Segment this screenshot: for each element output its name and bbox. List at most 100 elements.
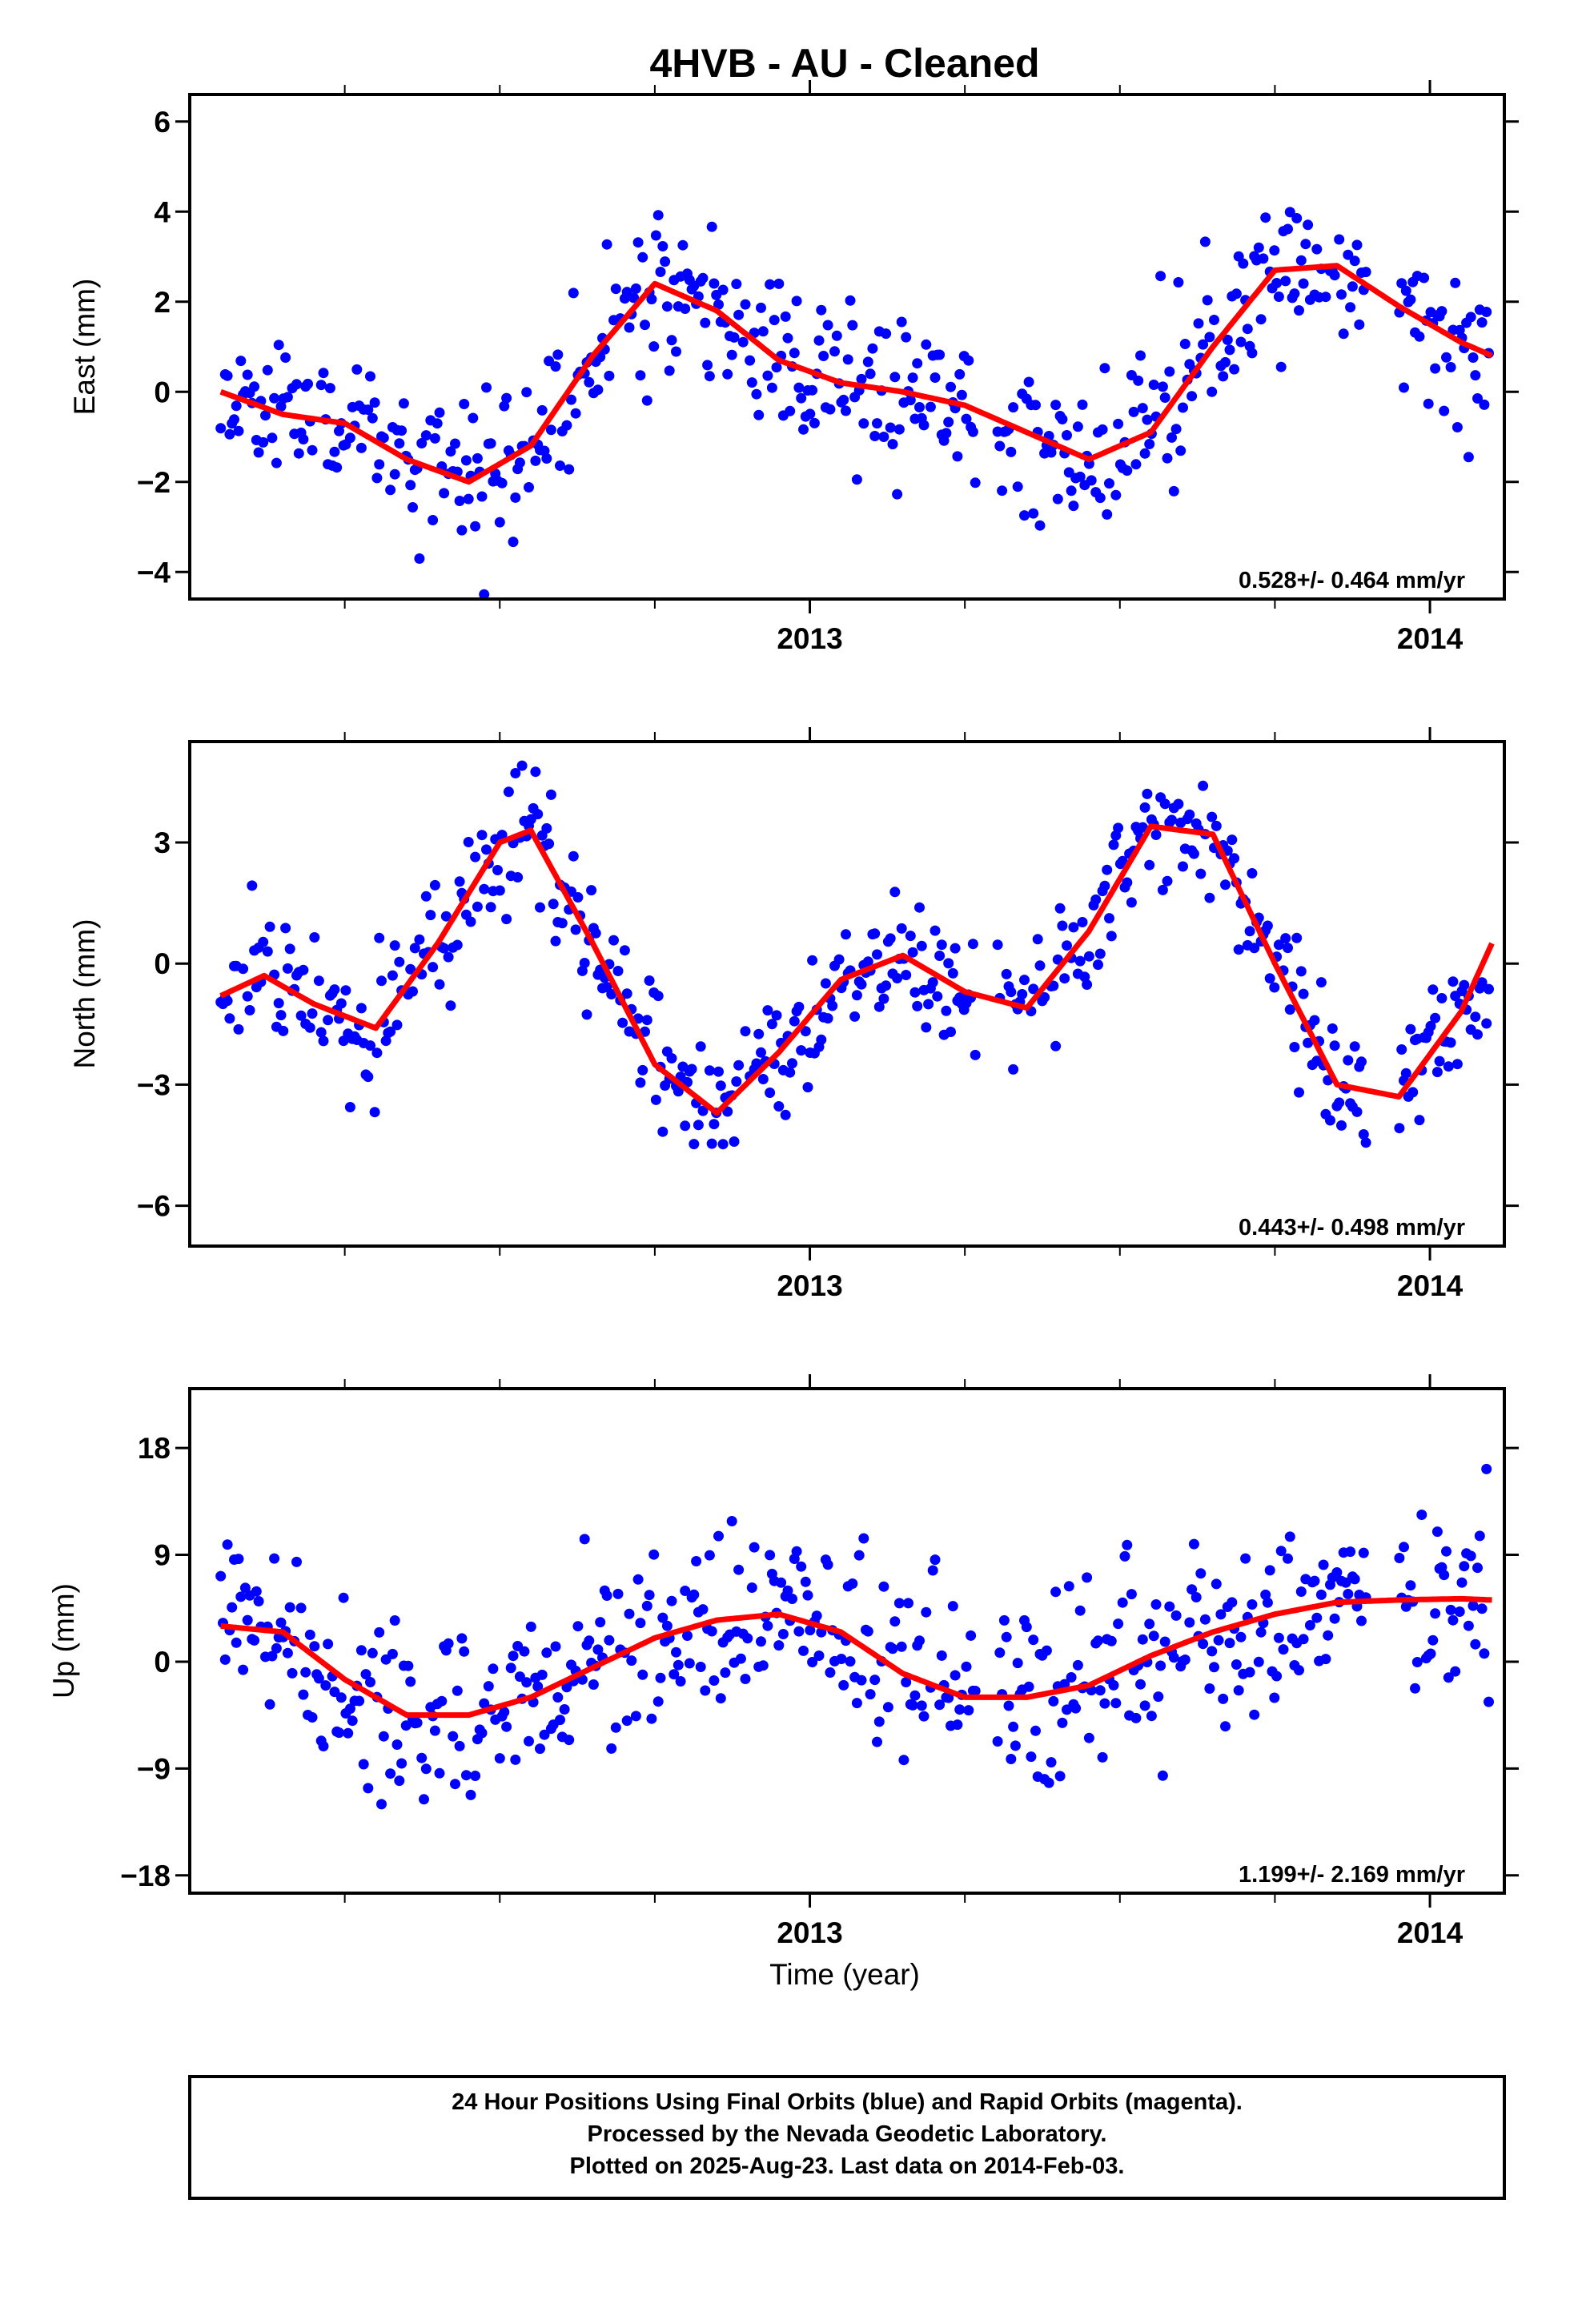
data-point [456,525,468,536]
data-point [1456,1577,1468,1588]
data-point [1231,1659,1242,1670]
data-point [1150,830,1162,840]
data-point [776,1577,787,1588]
data-point [1445,362,1456,372]
data-point [887,1643,898,1655]
x-tick-label: 2013 [777,1916,842,1949]
data-point [550,1641,561,1652]
data-point [780,1109,791,1120]
data-point [1247,348,1258,359]
data-point [1178,402,1188,413]
data-point [1443,1061,1454,1072]
data-point [1043,1777,1054,1788]
data-point [1244,926,1255,937]
data-point [1311,243,1323,255]
data-point [450,438,460,449]
data-point [632,1574,644,1585]
data-point [1137,403,1148,414]
data-point [652,1696,664,1707]
up-rate-annotation: 1.199+/- 2.169 mm/yr [1239,1862,1465,1888]
data-point [907,1699,918,1711]
data-point [1019,510,1030,521]
data-point [1284,207,1295,218]
data-point [394,1775,405,1787]
data-point [1463,1620,1474,1631]
data-point [733,1564,745,1575]
data-point [1102,864,1113,875]
data-point [481,844,492,855]
data-point [387,970,398,981]
data-point [564,464,575,475]
data-point [1122,877,1133,888]
data-point [680,304,691,314]
data-point [650,1094,661,1105]
data-point [329,984,340,995]
data-point [472,452,483,464]
data-point [1295,1586,1307,1597]
data-point [689,1139,700,1150]
data-point [1262,920,1273,931]
data-point [403,1660,414,1671]
data-point [476,491,488,502]
data-point [338,1592,349,1603]
data-point [862,1626,873,1637]
data-point [1394,1123,1405,1134]
data-point [1396,278,1407,289]
data-point [757,1074,769,1084]
data-point [684,1658,695,1669]
data-point [1233,944,1244,955]
data-point [872,949,882,960]
data-point [896,316,907,328]
data-point [1439,1570,1450,1581]
data-point [798,1645,809,1656]
data-point [1186,1584,1198,1595]
data-point [1074,1605,1086,1616]
data-point [773,1101,785,1112]
data-point [820,978,831,989]
data-point [1082,979,1093,990]
data-point [1142,414,1153,425]
data-point [829,346,840,357]
data-point [1113,1618,1124,1630]
data-point [1119,1550,1130,1562]
data-point [355,1003,367,1014]
data-point [885,933,896,944]
data-point [881,980,892,991]
data-point [323,1015,334,1026]
data-point [1271,1671,1283,1682]
data-point [1468,352,1479,363]
data-point [391,1739,403,1750]
data-point [1427,1634,1439,1646]
data-point [1445,1037,1456,1048]
data-point [845,295,856,306]
data-point [617,1017,628,1028]
data-point [720,1667,731,1679]
data-point [1431,1067,1443,1078]
data-point [1315,1589,1327,1600]
data-point [927,1565,938,1576]
data-point [1110,1698,1122,1709]
data-point [363,404,374,416]
data-point [1164,1601,1175,1612]
data-point [396,425,408,436]
north-panel: −6 −3 0 3 2013 2014 North (mm) 0.443+/- 0.498 m… [68,727,1519,1302]
data-point [635,370,646,381]
data-point [851,990,862,1001]
data-point [570,924,581,935]
data-point [878,1581,889,1592]
data-point [405,1676,416,1687]
data-point [841,929,851,940]
data-point [481,382,492,393]
data-point [865,1689,876,1700]
data-point [592,384,604,396]
data-point [921,1022,932,1033]
data-point [275,1010,287,1021]
data-point [344,1102,355,1112]
data-point [766,1019,777,1030]
data-point [1220,1721,1231,1732]
data-point [1294,1665,1304,1676]
data-point [791,296,802,307]
data-point [1430,363,1441,374]
data-point [1244,1667,1255,1678]
data-point [1207,811,1218,822]
